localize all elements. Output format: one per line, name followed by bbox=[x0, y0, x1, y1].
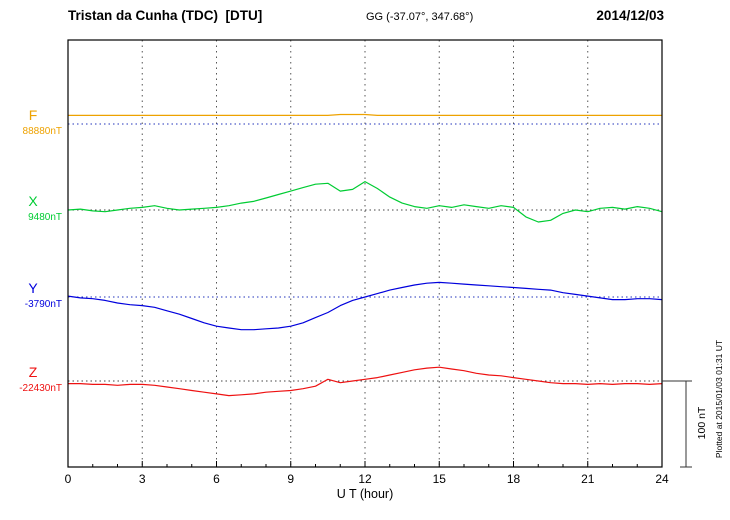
scale-bar-label: 100 nT bbox=[696, 406, 708, 440]
component-label-f: F 88880nT bbox=[4, 108, 62, 138]
x-tick-label-0: 0 bbox=[64, 472, 72, 486]
component-letter-x: X bbox=[28, 193, 38, 209]
plot-border bbox=[67, 39, 663, 468]
component-basevalue-x: 9480nT bbox=[28, 212, 62, 223]
component-letter-y: Y bbox=[28, 280, 38, 296]
component-label-z: Z -22430nT bbox=[4, 365, 62, 395]
x-tick-label-24: 24 bbox=[655, 472, 669, 486]
x-tick-label-3: 3 bbox=[138, 472, 146, 486]
component-label-x: X 9480nT bbox=[4, 194, 62, 224]
plotted-at-note: Plotted at 2015/01/03 01:31 UT bbox=[714, 339, 724, 459]
plot-date: 2014/12/03 bbox=[596, 8, 664, 23]
trace-F bbox=[68, 113, 662, 117]
x-tick-label-9: 9 bbox=[287, 472, 295, 486]
x-tick-label-18: 18 bbox=[506, 472, 521, 486]
component-label-y: Y -3790nT bbox=[4, 281, 62, 311]
x-axis-label: U T (hour) bbox=[336, 487, 394, 501]
component-basevalue-y: -3790nT bbox=[24, 299, 62, 310]
x-tick-label-6: 6 bbox=[213, 472, 220, 486]
trace-Y bbox=[67, 281, 663, 331]
trace-X bbox=[67, 181, 663, 223]
component-letter-f: F bbox=[28, 107, 38, 123]
station-title: Tristan da Cunha (TDC) [DTU] bbox=[68, 8, 263, 23]
component-letter-z: Z bbox=[28, 364, 38, 380]
trace-Z bbox=[68, 366, 663, 397]
component-basevalue-f: 88880nT bbox=[22, 126, 62, 137]
component-basevalue-z: -22430nT bbox=[19, 383, 62, 394]
geographic-coordinates: GG (-37.07°, 347.68°) bbox=[366, 11, 474, 23]
x-tick-label-21: 21 bbox=[581, 472, 595, 486]
x-tick-label-12: 12 bbox=[358, 472, 372, 486]
x-tick-label-15: 15 bbox=[432, 472, 446, 486]
